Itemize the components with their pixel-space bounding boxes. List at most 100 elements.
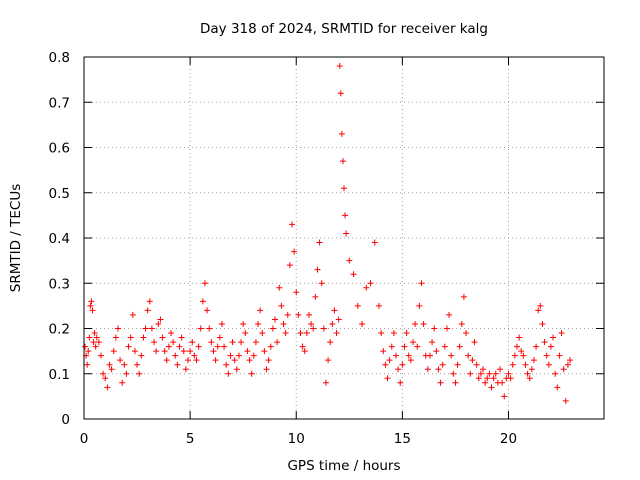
data-point bbox=[244, 348, 251, 355]
data-point bbox=[197, 325, 204, 332]
data-point bbox=[193, 357, 200, 364]
data-point bbox=[482, 379, 489, 386]
data-point bbox=[84, 361, 91, 368]
data-point bbox=[550, 334, 557, 341]
data-point bbox=[448, 352, 455, 359]
data-point bbox=[336, 63, 343, 70]
data-point bbox=[484, 375, 491, 382]
data-point bbox=[155, 320, 162, 327]
data-point bbox=[312, 293, 319, 300]
data-point bbox=[473, 361, 480, 368]
data-point bbox=[456, 343, 463, 350]
data-point bbox=[511, 352, 518, 359]
data-point bbox=[218, 320, 225, 327]
data-point bbox=[562, 397, 569, 404]
data-point bbox=[537, 302, 544, 309]
data-point bbox=[191, 352, 198, 359]
data-point bbox=[363, 284, 370, 291]
data-point bbox=[558, 330, 565, 337]
chart-title: Day 318 of 2024, SRMTID for receiver kal… bbox=[200, 21, 488, 37]
data-point bbox=[178, 334, 185, 341]
data-point bbox=[295, 311, 302, 318]
data-point bbox=[170, 339, 177, 346]
data-point bbox=[246, 357, 253, 364]
data-point bbox=[524, 370, 531, 377]
data-point bbox=[556, 352, 563, 359]
data-point bbox=[346, 257, 353, 264]
data-point bbox=[452, 379, 459, 386]
data-point bbox=[477, 370, 484, 377]
data-point bbox=[395, 366, 402, 373]
y-tick-label: 0.1 bbox=[49, 367, 70, 383]
data-point bbox=[412, 320, 419, 327]
data-point bbox=[303, 330, 310, 337]
data-point bbox=[439, 361, 446, 368]
data-point bbox=[248, 370, 255, 377]
data-point bbox=[257, 307, 264, 314]
data-point bbox=[320, 325, 327, 332]
data-point bbox=[380, 348, 387, 355]
data-point bbox=[278, 302, 285, 309]
data-point bbox=[138, 352, 145, 359]
data-point bbox=[274, 339, 281, 346]
data-point bbox=[497, 366, 503, 373]
data-point bbox=[110, 348, 117, 355]
data-point bbox=[231, 357, 238, 364]
data-point bbox=[492, 370, 499, 377]
data-point bbox=[117, 357, 124, 364]
data-point bbox=[376, 302, 383, 309]
data-point bbox=[180, 348, 187, 355]
x-tick-label: 10 bbox=[288, 431, 305, 447]
data-point bbox=[210, 348, 217, 355]
data-point bbox=[371, 239, 378, 246]
data-point bbox=[208, 339, 215, 346]
data-point bbox=[338, 130, 345, 137]
data-point bbox=[405, 352, 412, 359]
data-point bbox=[327, 339, 334, 346]
data-point bbox=[433, 348, 440, 355]
data-point bbox=[121, 361, 128, 368]
y-tick-label: 0.6 bbox=[49, 141, 70, 157]
data-point bbox=[165, 343, 172, 350]
data-point bbox=[314, 266, 321, 273]
data-point bbox=[223, 361, 230, 368]
data-point bbox=[299, 343, 306, 350]
data-point bbox=[176, 343, 183, 350]
data-point bbox=[261, 348, 268, 355]
data-point bbox=[238, 339, 245, 346]
data-point bbox=[280, 320, 287, 327]
data-point bbox=[93, 334, 100, 341]
data-point bbox=[142, 325, 149, 332]
data-point bbox=[269, 325, 276, 332]
data-point bbox=[386, 357, 393, 364]
y-tick-label: 0 bbox=[61, 412, 70, 428]
data-point bbox=[199, 298, 206, 305]
data-point bbox=[284, 311, 291, 318]
y-tick-label: 0.8 bbox=[49, 50, 70, 66]
data-point bbox=[221, 343, 228, 350]
grid-lines bbox=[84, 57, 604, 419]
data-point bbox=[490, 375, 497, 382]
data-point bbox=[463, 330, 470, 337]
data-point bbox=[530, 357, 537, 364]
data-point bbox=[316, 239, 323, 246]
data-point bbox=[301, 348, 308, 355]
x-tick-label: 5 bbox=[186, 431, 195, 447]
data-point bbox=[201, 280, 208, 287]
data-point bbox=[276, 284, 283, 291]
data-point bbox=[333, 330, 340, 337]
data-point bbox=[204, 307, 211, 314]
data-point bbox=[131, 348, 138, 355]
axis-ticks: 0 5 10 15 20 0 0.1 0.2 0.3 0.4 0.5 0.6 0.7 0.8 bbox=[49, 50, 604, 447]
data-points bbox=[82, 63, 574, 404]
data-point bbox=[127, 334, 134, 341]
data-point bbox=[157, 316, 164, 323]
y-tick-label: 0.7 bbox=[49, 95, 70, 111]
data-point bbox=[148, 325, 155, 332]
data-point bbox=[539, 320, 546, 327]
data-point bbox=[119, 379, 126, 386]
data-point bbox=[528, 366, 535, 373]
data-point bbox=[354, 302, 361, 309]
data-point bbox=[435, 366, 442, 373]
data-point bbox=[272, 316, 279, 323]
